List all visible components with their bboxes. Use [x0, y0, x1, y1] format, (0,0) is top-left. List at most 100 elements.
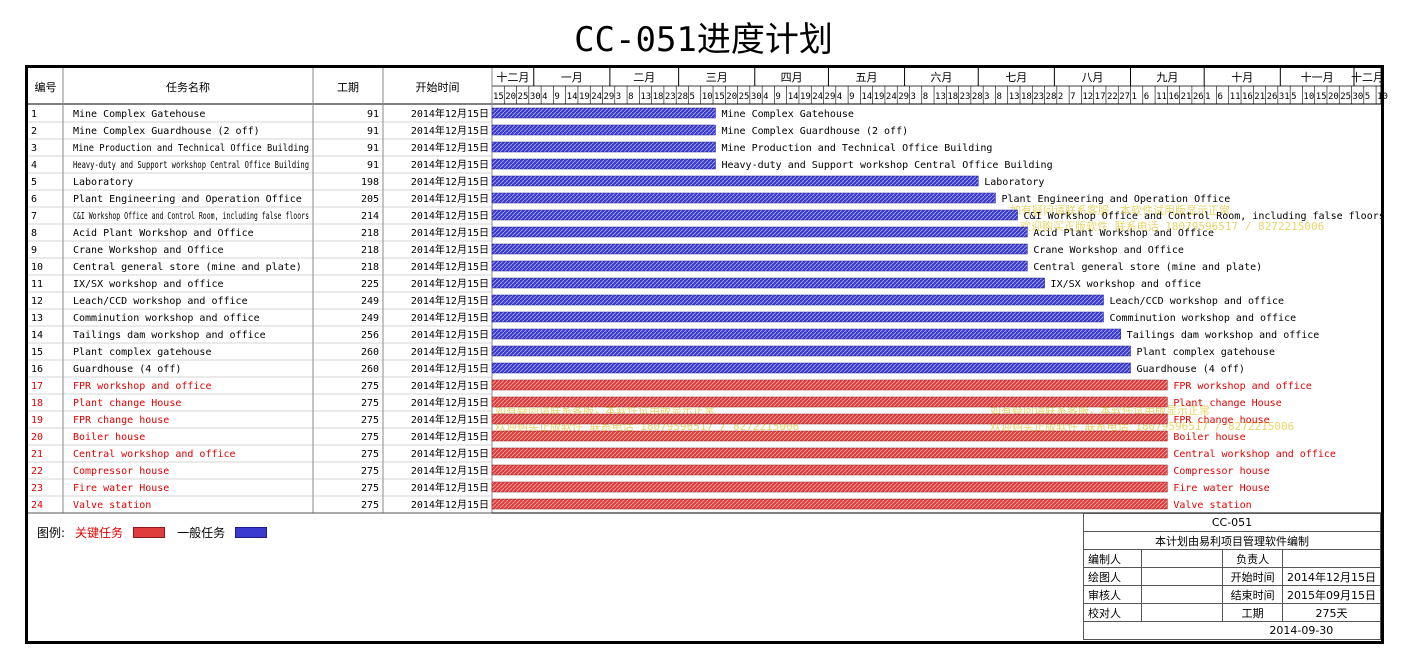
- task-start: 2014年12月15日: [411, 209, 489, 222]
- task-duration: 256: [361, 330, 379, 341]
- critical-task-bar: [491, 413, 1168, 425]
- task-row: 19 FPR change house 275 2014年12月15日: [28, 413, 492, 429]
- task-duration: 275: [361, 381, 379, 392]
- day-label: 24: [812, 92, 823, 102]
- task-id: 4: [31, 160, 37, 171]
- bar-label: C&I Workshop Office and Control Room, in…: [1024, 211, 1385, 222]
- day-label: 17: [1095, 92, 1106, 102]
- day-label: 6: [1144, 92, 1149, 102]
- legend-normal-label: 一般任务: [177, 525, 226, 540]
- normal-task-bar: [491, 107, 716, 119]
- bar-label: Tailings dam workshop and office: [1127, 330, 1320, 341]
- task-duration: 249: [361, 296, 379, 307]
- day-label: 28: [677, 92, 688, 102]
- day-label: 21: [1254, 92, 1265, 102]
- task-id: 15: [31, 347, 43, 358]
- task-duration: 260: [361, 347, 379, 358]
- month-label: 十二月: [496, 70, 529, 84]
- task-duration: 91: [367, 109, 379, 120]
- task-duration: 275: [361, 432, 379, 443]
- day-label: 9: [775, 92, 780, 102]
- bar-label: Plant Engineering and Operation Office: [1001, 194, 1230, 205]
- day-label: 30: [751, 92, 762, 102]
- info-duration-label: 工期: [1222, 603, 1283, 622]
- info-duration-value: 275天: [1282, 603, 1381, 622]
- normal-task-bar: [491, 328, 1121, 340]
- day-label: 13: [640, 92, 651, 102]
- gantt-frame: [25, 65, 1384, 644]
- day-label: 27: [1119, 92, 1130, 102]
- task-row: 5 Laboratory 198 2014年12月15日: [28, 175, 492, 191]
- task-name: IX/SX workshop and office: [73, 279, 224, 290]
- day-label: 9: [849, 92, 854, 102]
- day-label: 13: [1009, 92, 1020, 102]
- day-label: 30: [530, 92, 541, 102]
- bar-label: Plant complex gatehouse: [1137, 347, 1275, 358]
- task-id: 22: [31, 466, 43, 477]
- info-checker-label: 校对人: [1082, 603, 1143, 622]
- task-name: Guardhouse (4 off): [73, 364, 181, 375]
- task-id: 14: [31, 330, 43, 341]
- task-row: 10 Central general store (mine and plate)…: [28, 260, 492, 276]
- chart-title: CC-051进度计划: [574, 20, 833, 60]
- task-id: 10: [31, 262, 43, 273]
- month-label: 八月: [1081, 71, 1103, 84]
- day-label: 14: [861, 92, 872, 102]
- day-label: 18: [653, 92, 664, 102]
- task-start: 2014年12月15日: [411, 158, 489, 171]
- task-start: 2014年12月15日: [411, 243, 489, 256]
- bar-label: Valve station: [1173, 500, 1251, 511]
- day-label: 8: [996, 92, 1001, 102]
- task-start: 2014年12月15日: [411, 413, 489, 426]
- month-label: 九月: [1156, 71, 1178, 84]
- day-label: 6: [1217, 92, 1222, 102]
- day-label: 10: [1377, 92, 1388, 102]
- day-label: 18: [1021, 92, 1032, 102]
- critical-task-bar: [491, 498, 1168, 510]
- task-duration: 275: [361, 466, 379, 477]
- bar-label: Central workshop and office: [1173, 449, 1336, 460]
- bar-label: IX/SX workshop and office: [1051, 279, 1202, 290]
- bar-label: Mine Production and Technical Office Bui…: [721, 143, 992, 154]
- day-label: 15: [493, 92, 504, 102]
- task-row: 2 Mine Complex Guardhouse (2 off) 91 2014年1…: [28, 124, 492, 140]
- task-id: 23: [31, 483, 43, 494]
- info-start-value: 2014年12月15日: [1282, 567, 1381, 586]
- task-name: C&I Workshop Office and Control Room, in…: [73, 211, 309, 222]
- bar-label: Fire water House: [1173, 483, 1269, 494]
- day-label: 15: [714, 92, 725, 102]
- day-label: 26: [1267, 92, 1278, 102]
- month-label: 七月: [1005, 71, 1027, 84]
- critical-task-bar: [491, 447, 1168, 459]
- critical-task-bar: [491, 430, 1168, 442]
- task-id: 21: [31, 449, 43, 460]
- info-end-value: 2015年09月15日: [1282, 585, 1381, 604]
- task-start: 2014年12月15日: [411, 294, 489, 307]
- day-label: 8: [628, 92, 633, 102]
- task-id: 6: [31, 194, 37, 205]
- task-start: 2014年12月15日: [411, 226, 489, 239]
- header-no: 编号: [35, 80, 57, 94]
- normal-task-bar: [491, 294, 1104, 306]
- task-start: 2014年12月15日: [411, 277, 489, 290]
- day-label: 3: [616, 92, 621, 102]
- day-label: 4: [542, 92, 547, 102]
- month-label: 二月: [633, 71, 655, 84]
- task-name: Acid Plant Workshop and Office: [73, 228, 254, 239]
- day-label: 14: [567, 92, 578, 102]
- info-date: 2014-09-30: [1222, 621, 1381, 640]
- day-label: 22: [1107, 92, 1118, 102]
- info-editor-label: 编制人: [1082, 549, 1143, 568]
- bar-label: Crane Workshop and Office: [1033, 245, 1184, 256]
- info-checker-value: [1141, 603, 1224, 622]
- task-id: 8: [31, 228, 37, 239]
- day-label: 18: [947, 92, 958, 102]
- task-start: 2014年12月15日: [411, 464, 489, 477]
- task-row: 24 Valve station 275 2014年12月15日: [28, 498, 492, 514]
- task-name: Crane Workshop and Office: [73, 245, 224, 256]
- day-label: 19: [800, 92, 811, 102]
- bar-label: FPR change house: [1173, 415, 1269, 426]
- task-row: 6 Plant Engineering and Operation Office 2…: [28, 192, 492, 208]
- task-start: 2014年12月15日: [411, 447, 489, 460]
- normal-task-bar: [491, 209, 1018, 221]
